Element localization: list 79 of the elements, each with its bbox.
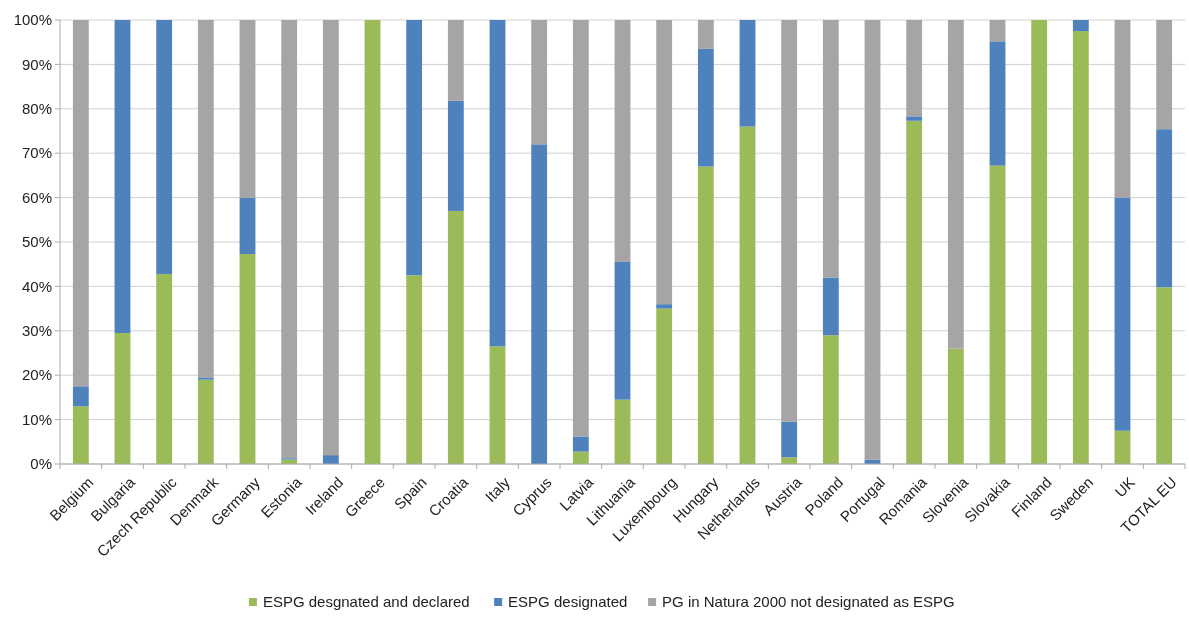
- bar: [656, 308, 673, 464]
- bar: [989, 20, 1006, 42]
- y-tick-label: 90%: [21, 55, 52, 73]
- bar: [781, 20, 798, 422]
- bar: [489, 346, 506, 464]
- x-tick-label: Italy: [481, 473, 514, 505]
- bar: [239, 253, 256, 464]
- bar: [614, 399, 631, 464]
- bar: [1072, 31, 1089, 464]
- bar: [947, 348, 964, 464]
- bar: [1031, 20, 1048, 464]
- bar: [822, 20, 839, 278]
- y-tick-label: 100%: [13, 11, 52, 29]
- y-tick-label: 20%: [21, 366, 52, 384]
- bar: [114, 333, 131, 464]
- bar: [239, 197, 256, 254]
- bar: [72, 406, 89, 464]
- bar: [781, 421, 798, 458]
- bar: [906, 116, 923, 121]
- bar: [989, 41, 1006, 166]
- y-tick-label: 80%: [21, 100, 52, 118]
- bar: [447, 20, 464, 101]
- bar: [1156, 129, 1173, 288]
- y-tick-label: 40%: [21, 277, 52, 295]
- bar: [822, 335, 839, 464]
- bar: [906, 120, 923, 464]
- bar: [1114, 430, 1131, 464]
- bar: [281, 20, 298, 459]
- bar: [1114, 20, 1131, 198]
- bar: [739, 20, 756, 127]
- bar: [406, 20, 423, 276]
- bar: [531, 144, 548, 464]
- bar: [72, 20, 89, 387]
- y-tick-label: 70%: [21, 144, 52, 162]
- bar: [572, 20, 589, 437]
- y-tick-label: 10%: [21, 410, 52, 428]
- bar: [989, 165, 1006, 464]
- bar: [322, 20, 339, 456]
- legend-label: ESPG designated: [508, 593, 628, 610]
- bar: [697, 48, 714, 167]
- bar: [947, 20, 964, 349]
- bar: [614, 20, 631, 262]
- bar: [781, 457, 798, 464]
- bar: [114, 20, 131, 334]
- bar: [906, 20, 923, 117]
- bar: [656, 20, 673, 305]
- bar: [197, 20, 214, 378]
- bar: [572, 436, 589, 452]
- y-tick-label: 30%: [21, 322, 52, 340]
- bar: [72, 386, 89, 407]
- bar: [197, 379, 214, 464]
- bar: [239, 20, 256, 198]
- legend-label: PG in Natura 2000 not designated as ESPG: [662, 593, 955, 610]
- y-tick-label: 50%: [21, 233, 52, 251]
- bar: [489, 20, 506, 347]
- bar: [1114, 197, 1131, 431]
- bar: [322, 455, 339, 464]
- y-tick-label: 0%: [30, 455, 52, 473]
- x-tick-label: UK: [1111, 473, 1139, 501]
- bar: [197, 377, 214, 380]
- bar: [406, 275, 423, 464]
- bar: [1156, 20, 1173, 130]
- bar: [1072, 20, 1089, 32]
- bar: [697, 166, 714, 464]
- bar: [156, 20, 173, 274]
- bar: [739, 126, 756, 464]
- legend-label: ESPG desgnated and declared: [262, 593, 470, 610]
- bar: [656, 304, 673, 309]
- bar: [531, 20, 548, 145]
- bar: [822, 277, 839, 336]
- bar: [156, 273, 173, 464]
- bar: [364, 20, 381, 464]
- bar: [1156, 287, 1173, 464]
- bar: [447, 210, 464, 464]
- y-tick-label: 60%: [21, 188, 52, 206]
- bar: [697, 20, 714, 49]
- bar: [614, 261, 631, 400]
- bar: [864, 20, 881, 460]
- bar: [447, 100, 464, 211]
